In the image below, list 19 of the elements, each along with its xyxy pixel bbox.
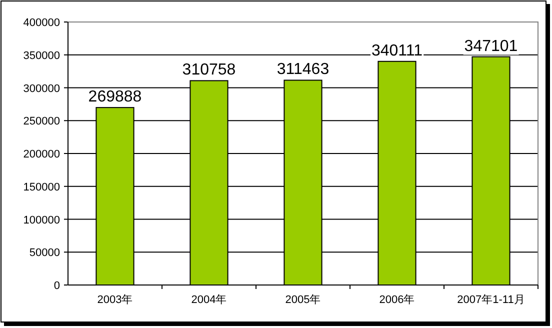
x-tick-label: 2004年 [191, 294, 227, 306]
y-tick-label: 200000 [23, 148, 60, 160]
y-tick-label: 50000 [29, 247, 60, 260]
data-label: 269888 [88, 88, 142, 106]
y-tick-label: 350000 [23, 50, 60, 62]
y-tick-label: 0 [54, 280, 60, 292]
y-tick-label: 300000 [23, 82, 60, 95]
y-tick-label: 400000 [23, 17, 60, 29]
data-label: 310758 [182, 62, 236, 79]
data-label: 311463 [276, 61, 330, 78]
x-tick-label: 2006年 [379, 294, 415, 306]
x-tick-label: 2003年 [97, 294, 133, 306]
x-tick-label: 2005年 [285, 294, 321, 306]
data-label: 340111 [371, 42, 423, 60]
y-tick-label: 150000 [23, 181, 60, 194]
x-tick-label: 2007年1-11月 [457, 294, 525, 306]
y-tick-label: 250000 [23, 116, 60, 128]
y-tick-label: 100000 [23, 214, 60, 226]
data-label: 347101 [464, 38, 518, 55]
